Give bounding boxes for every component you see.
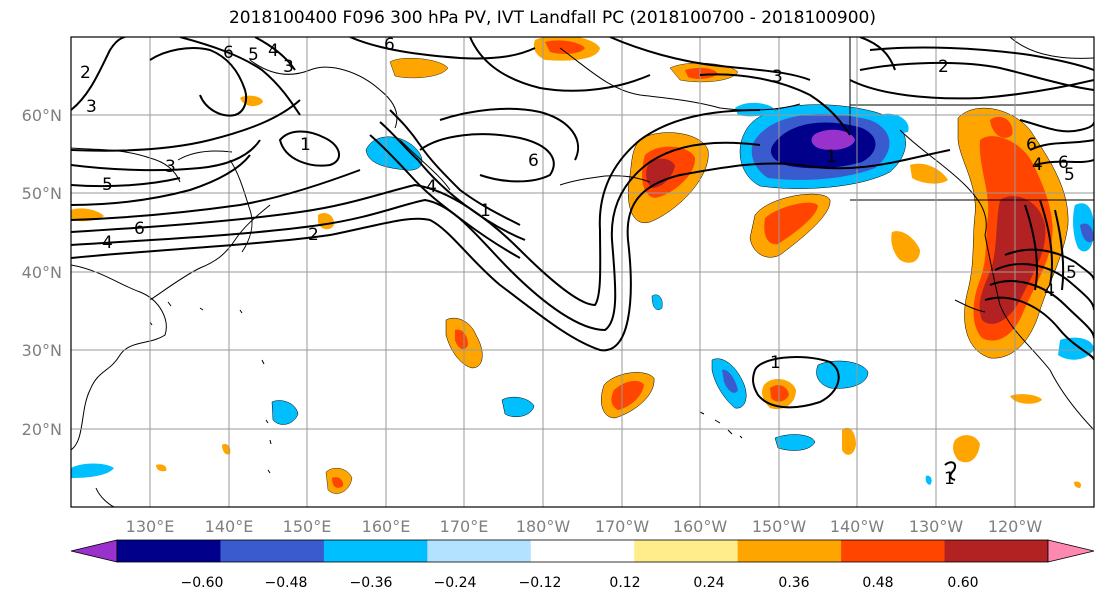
colorbar-bin bbox=[737, 540, 842, 562]
colorbar-bin bbox=[841, 540, 946, 562]
colorbar-bin bbox=[427, 540, 532, 562]
colorbar-tick: −0.24 bbox=[434, 575, 477, 591]
lon-label: 130°W bbox=[909, 517, 964, 536]
lon-label: 150°E bbox=[283, 517, 332, 536]
colorbar-bin bbox=[530, 540, 635, 562]
lon-label: 130°E bbox=[126, 517, 175, 536]
colorbar-tick: −0.60 bbox=[181, 575, 224, 591]
lat-label: 20°N bbox=[22, 420, 62, 439]
contour-label: 1 bbox=[826, 147, 837, 167]
lon-label: 160°W bbox=[673, 517, 728, 536]
contour-label: 5 bbox=[102, 175, 113, 195]
contour-label: 2 bbox=[80, 63, 91, 83]
lon-label: 140°W bbox=[830, 517, 885, 536]
lat-label: 40°N bbox=[22, 263, 62, 282]
lat-label: 30°N bbox=[22, 341, 62, 360]
contour-label: 6 bbox=[384, 35, 395, 55]
colorbar-bin bbox=[117, 540, 221, 562]
lon-label: 140°E bbox=[205, 517, 254, 536]
contour-label: 1 bbox=[480, 201, 491, 221]
contour-label: 2 bbox=[308, 225, 319, 245]
map-title: 2018100400 F096 300 hPa PV, IVT Landfall… bbox=[228, 8, 876, 28]
colorbar-tick: 0.24 bbox=[693, 575, 724, 591]
colorbar-tick: −0.12 bbox=[519, 575, 562, 591]
contour-label: 4 bbox=[1044, 281, 1055, 301]
contour-label: 6 bbox=[528, 151, 539, 171]
contour-label: 1 bbox=[770, 353, 781, 373]
contour-label: 6 bbox=[1026, 135, 1037, 155]
lat-label: 60°N bbox=[22, 106, 62, 125]
lon-label: 170°E bbox=[440, 517, 489, 536]
contour-label: 3 bbox=[772, 67, 783, 87]
lon-label: 170°W bbox=[595, 517, 650, 536]
colorbar-ticks: −0.60 −0.48 −0.36 −0.24 −0.12 0.12 0.24 … bbox=[181, 575, 979, 591]
contour-label: 5 bbox=[1064, 165, 1075, 185]
contour-label: 4 bbox=[426, 177, 437, 197]
lon-label: 120°W bbox=[988, 517, 1043, 536]
gridlines bbox=[71, 37, 1094, 507]
colorbar-tick: −0.36 bbox=[350, 575, 393, 591]
contour-label: 3 bbox=[86, 97, 97, 117]
colorbar-bin bbox=[944, 540, 1049, 562]
contour-label: 4 bbox=[102, 233, 113, 253]
colorbar-bins bbox=[116, 539, 1049, 563]
contour-labels: 6 5 4 3 2 3 6 3 1 3 6 5 4 2 4 6 1 1 2 6 … bbox=[80, 35, 1077, 489]
pv-contours bbox=[71, 37, 1094, 481]
colorbar-bin bbox=[323, 540, 428, 562]
contour-label: 5 bbox=[248, 45, 259, 65]
contour-label: 5 bbox=[1066, 263, 1077, 283]
map-frame bbox=[70, 36, 1095, 508]
coastlines bbox=[71, 37, 1094, 507]
lon-label: 160°E bbox=[362, 517, 411, 536]
colorbar-tick: −0.48 bbox=[265, 575, 308, 591]
lat-label: 50°N bbox=[22, 184, 62, 203]
contour-label: 1 bbox=[300, 135, 311, 155]
colorbar: −0.60 −0.48 −0.36 −0.24 −0.12 0.12 0.24 … bbox=[70, 539, 1095, 591]
lat-axis: 60°N 50°N 40°N 30°N 20°N bbox=[22, 106, 62, 439]
contour-label: 3 bbox=[165, 157, 176, 177]
contour-label: 6 bbox=[134, 219, 145, 239]
lon-axis: 130°E 140°E 150°E 160°E 170°E 180°W 170°… bbox=[126, 517, 1043, 536]
lon-label: 150°W bbox=[752, 517, 807, 536]
colorbar-tick: 0.12 bbox=[609, 575, 640, 591]
colorbar-bin bbox=[634, 540, 739, 562]
colorbar-tick: 0.48 bbox=[862, 575, 893, 591]
contour-label: 2 bbox=[938, 57, 949, 77]
contour-label: 3 bbox=[283, 57, 294, 77]
colorbar-tick: 0.60 bbox=[947, 575, 978, 591]
colorbar-bin bbox=[220, 540, 325, 562]
contour-label: 6 bbox=[1058, 153, 1069, 173]
contour-label: 4 bbox=[268, 41, 279, 61]
colorbar-tick: 0.36 bbox=[778, 575, 809, 591]
colorbar-extend-low bbox=[70, 539, 118, 563]
colorbar-extend-high bbox=[1047, 539, 1095, 563]
lon-label: 180°W bbox=[516, 517, 571, 536]
contour-label: 4 bbox=[1032, 155, 1043, 175]
contour-label: 1 bbox=[944, 469, 955, 489]
contour-label: 6 bbox=[223, 43, 234, 63]
